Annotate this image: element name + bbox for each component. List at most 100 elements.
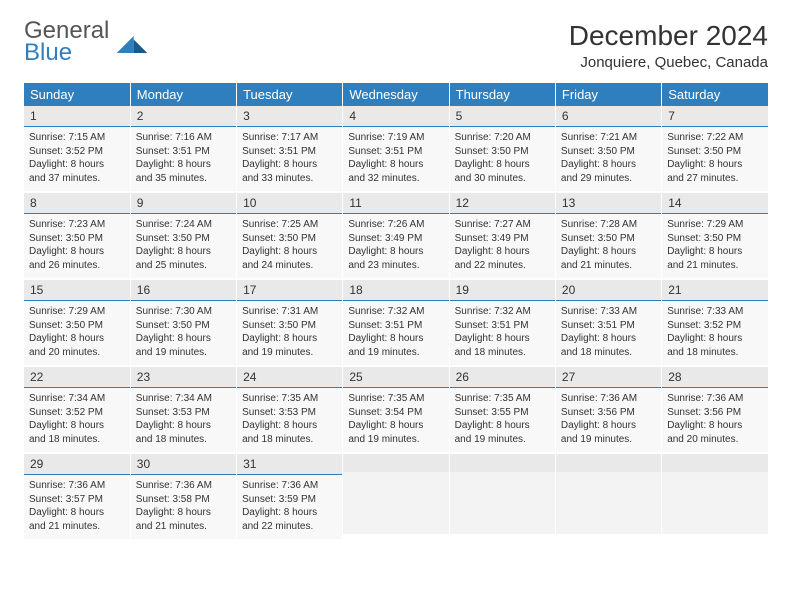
sunrise-text: Sunrise: 7:16 AM	[136, 131, 231, 145]
calendar-cell: 31Sunrise: 7:36 AMSunset: 3:59 PMDayligh…	[237, 453, 343, 540]
weekday-row: SundayMondayTuesdayWednesdayThursdayFrid…	[24, 83, 768, 106]
calendar-cell: 4Sunrise: 7:19 AMSunset: 3:51 PMDaylight…	[343, 106, 449, 192]
sunset-text: Sunset: 3:56 PM	[561, 406, 656, 420]
sunrise-text: Sunrise: 7:36 AM	[667, 392, 763, 406]
weekday-header: Thursday	[449, 83, 555, 106]
day-number: 26	[450, 367, 555, 388]
sunrise-text: Sunrise: 7:24 AM	[136, 218, 231, 232]
sunrise-text: Sunrise: 7:27 AM	[455, 218, 550, 232]
sunrise-text: Sunrise: 7:36 AM	[136, 479, 231, 493]
daylight-text: Daylight: 8 hours	[29, 245, 125, 259]
calendar-cell: 13Sunrise: 7:28 AMSunset: 3:50 PMDayligh…	[555, 192, 661, 279]
day-number: 10	[237, 193, 342, 214]
day-number: 12	[450, 193, 555, 214]
sunrise-text: Sunrise: 7:33 AM	[561, 305, 656, 319]
daylight-text: and 19 minutes.	[136, 346, 231, 360]
sunset-text: Sunset: 3:51 PM	[348, 145, 443, 159]
sunset-text: Sunset: 3:50 PM	[667, 232, 763, 246]
month-title: December 2024	[569, 20, 768, 52]
day-body: Sunrise: 7:28 AMSunset: 3:50 PMDaylight:…	[556, 214, 661, 278]
sunrise-text: Sunrise: 7:21 AM	[561, 131, 656, 145]
calendar-cell: 3Sunrise: 7:17 AMSunset: 3:51 PMDaylight…	[237, 106, 343, 192]
weekday-header: Tuesday	[237, 83, 343, 106]
empty-day-number	[343, 454, 448, 472]
calendar-row: 29Sunrise: 7:36 AMSunset: 3:57 PMDayligh…	[24, 453, 768, 540]
day-body: Sunrise: 7:34 AMSunset: 3:53 PMDaylight:…	[131, 388, 236, 452]
daylight-text: and 32 minutes.	[348, 172, 443, 186]
calendar-cell: 5Sunrise: 7:20 AMSunset: 3:50 PMDaylight…	[449, 106, 555, 192]
daylight-text: and 25 minutes.	[136, 259, 231, 273]
daylight-text: Daylight: 8 hours	[348, 419, 443, 433]
day-body: Sunrise: 7:35 AMSunset: 3:53 PMDaylight:…	[237, 388, 342, 452]
calendar-head: SundayMondayTuesdayWednesdayThursdayFrid…	[24, 83, 768, 106]
sunset-text: Sunset: 3:56 PM	[667, 406, 763, 420]
sunrise-text: Sunrise: 7:35 AM	[348, 392, 443, 406]
daylight-text: Daylight: 8 hours	[348, 158, 443, 172]
day-number: 8	[24, 193, 130, 214]
day-body: Sunrise: 7:36 AMSunset: 3:56 PMDaylight:…	[556, 388, 661, 452]
daylight-text: Daylight: 8 hours	[455, 332, 550, 346]
daylight-text: and 35 minutes.	[136, 172, 231, 186]
sunrise-text: Sunrise: 7:34 AM	[136, 392, 231, 406]
logo: General Blue	[24, 20, 149, 63]
sunset-text: Sunset: 3:53 PM	[242, 406, 337, 420]
daylight-text: and 19 minutes.	[242, 346, 337, 360]
daylight-text: and 20 minutes.	[29, 346, 125, 360]
sunset-text: Sunset: 3:50 PM	[667, 145, 763, 159]
calendar-cell: 11Sunrise: 7:26 AMSunset: 3:49 PMDayligh…	[343, 192, 449, 279]
day-number: 25	[343, 367, 448, 388]
day-body: Sunrise: 7:20 AMSunset: 3:50 PMDaylight:…	[450, 127, 555, 191]
daylight-text: Daylight: 8 hours	[242, 332, 337, 346]
day-number: 21	[662, 280, 768, 301]
day-body: Sunrise: 7:35 AMSunset: 3:55 PMDaylight:…	[450, 388, 555, 452]
daylight-text: Daylight: 8 hours	[667, 245, 763, 259]
daylight-text: and 30 minutes.	[455, 172, 550, 186]
day-body: Sunrise: 7:21 AMSunset: 3:50 PMDaylight:…	[556, 127, 661, 191]
sunset-text: Sunset: 3:50 PM	[242, 319, 337, 333]
day-number: 30	[131, 454, 236, 475]
day-number: 22	[24, 367, 130, 388]
calendar-cell: 9Sunrise: 7:24 AMSunset: 3:50 PMDaylight…	[130, 192, 236, 279]
sunrise-text: Sunrise: 7:29 AM	[667, 218, 763, 232]
daylight-text: Daylight: 8 hours	[561, 332, 656, 346]
day-body: Sunrise: 7:32 AMSunset: 3:51 PMDaylight:…	[450, 301, 555, 365]
sunset-text: Sunset: 3:50 PM	[29, 232, 125, 246]
sunset-text: Sunset: 3:50 PM	[136, 319, 231, 333]
daylight-text: and 22 minutes.	[455, 259, 550, 273]
sunset-text: Sunset: 3:50 PM	[455, 145, 550, 159]
weekday-header: Monday	[130, 83, 236, 106]
sunset-text: Sunset: 3:55 PM	[455, 406, 550, 420]
day-number: 11	[343, 193, 448, 214]
day-body: Sunrise: 7:16 AMSunset: 3:51 PMDaylight:…	[131, 127, 236, 191]
sunset-text: Sunset: 3:49 PM	[455, 232, 550, 246]
calendar-cell: 18Sunrise: 7:32 AMSunset: 3:51 PMDayligh…	[343, 279, 449, 366]
day-number: 1	[24, 106, 130, 127]
day-body: Sunrise: 7:33 AMSunset: 3:51 PMDaylight:…	[556, 301, 661, 365]
calendar-cell: 28Sunrise: 7:36 AMSunset: 3:56 PMDayligh…	[662, 366, 768, 453]
calendar-table: SundayMondayTuesdayWednesdayThursdayFrid…	[24, 83, 768, 541]
day-body: Sunrise: 7:36 AMSunset: 3:58 PMDaylight:…	[131, 475, 236, 539]
day-body: Sunrise: 7:24 AMSunset: 3:50 PMDaylight:…	[131, 214, 236, 278]
day-body: Sunrise: 7:30 AMSunset: 3:50 PMDaylight:…	[131, 301, 236, 365]
daylight-text: Daylight: 8 hours	[242, 245, 337, 259]
day-body: Sunrise: 7:34 AMSunset: 3:52 PMDaylight:…	[24, 388, 130, 452]
daylight-text: and 19 minutes.	[561, 433, 656, 447]
sunrise-text: Sunrise: 7:32 AM	[455, 305, 550, 319]
daylight-text: Daylight: 8 hours	[561, 158, 656, 172]
calendar-cell: 7Sunrise: 7:22 AMSunset: 3:50 PMDaylight…	[662, 106, 768, 192]
header: General Blue December 2024 Jonquiere, Qu…	[24, 20, 768, 71]
sunset-text: Sunset: 3:54 PM	[348, 406, 443, 420]
daylight-text: and 21 minutes.	[561, 259, 656, 273]
calendar-cell	[555, 453, 661, 540]
daylight-text: Daylight: 8 hours	[667, 158, 763, 172]
sunset-text: Sunset: 3:50 PM	[242, 232, 337, 246]
daylight-text: Daylight: 8 hours	[455, 158, 550, 172]
sunrise-text: Sunrise: 7:28 AM	[561, 218, 656, 232]
calendar-row: 22Sunrise: 7:34 AMSunset: 3:52 PMDayligh…	[24, 366, 768, 453]
daylight-text: and 18 minutes.	[136, 433, 231, 447]
calendar-cell	[343, 453, 449, 540]
sunset-text: Sunset: 3:51 PM	[455, 319, 550, 333]
daylight-text: and 33 minutes.	[242, 172, 337, 186]
calendar-cell: 22Sunrise: 7:34 AMSunset: 3:52 PMDayligh…	[24, 366, 130, 453]
calendar-row: 1Sunrise: 7:15 AMSunset: 3:52 PMDaylight…	[24, 106, 768, 192]
